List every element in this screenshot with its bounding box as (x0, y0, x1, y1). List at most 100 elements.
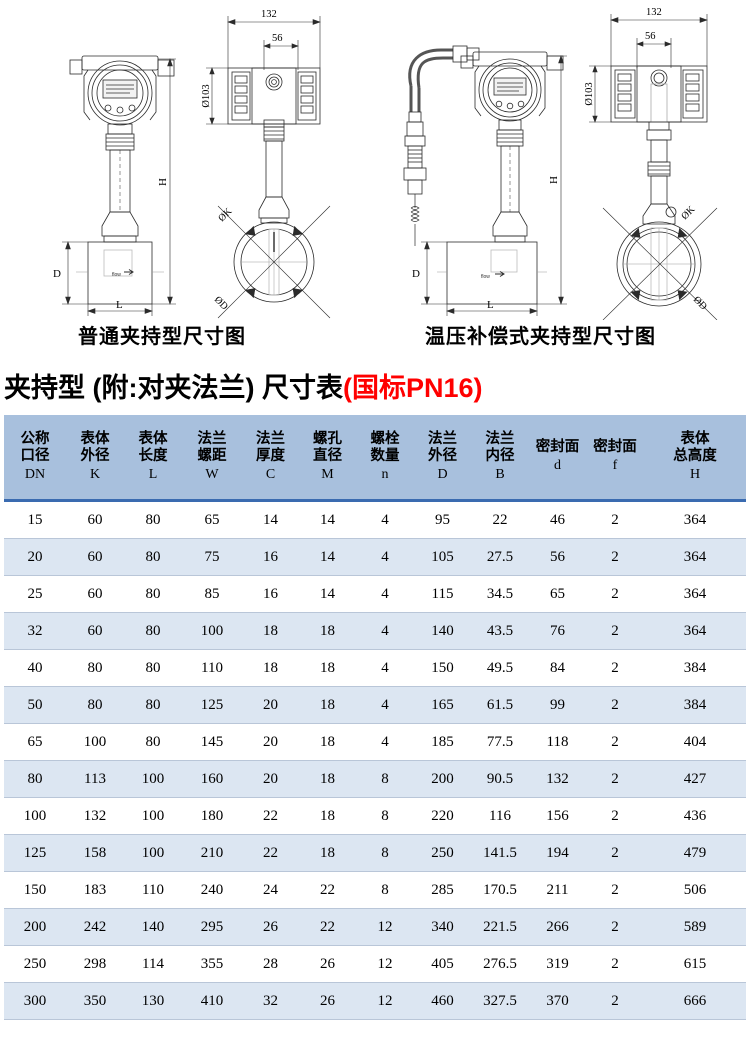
table-cell: 32 (242, 982, 299, 1020)
table-row: 250 298 114 355 28 26 12 405 276.5 319 2 615 (4, 945, 746, 983)
table-cell: 80 (4, 760, 66, 798)
table-cell: 250 (4, 945, 66, 983)
table-cell: 384 (644, 686, 746, 724)
flange-circle-view (233, 221, 315, 303)
table-cell: 32 (4, 612, 66, 650)
col-symbol: D (437, 466, 448, 482)
table-cell: 18 (299, 834, 356, 872)
table-cell: 615 (644, 945, 746, 983)
table-cell: 110 (182, 649, 242, 687)
col-line2: 总高度 (673, 447, 717, 464)
col-header-dn: 公称 口径 DN (4, 415, 66, 502)
col-header-d: 法兰 外径 D (414, 415, 471, 502)
table-cell: 150 (4, 871, 66, 909)
table-cell: 22 (299, 908, 356, 946)
table-cell: 250 (414, 834, 471, 872)
col-symbol: M (321, 466, 334, 482)
meter-neck-side (642, 129, 677, 225)
table-cell: 2 (586, 649, 644, 687)
col-line1: 表体 (80, 430, 110, 447)
col-line1: 螺栓 (370, 430, 400, 447)
dimension-56: 56 (263, 33, 299, 70)
table-cell: 18 (299, 612, 356, 650)
header-row: 公称 口径 DN 表体 外径 K 表体 长度 L 法兰 螺距 W (4, 415, 746, 502)
dimension-L-label: L (487, 299, 494, 311)
table-cell: 18 (299, 760, 356, 798)
dimension-H: H (152, 58, 176, 305)
col-header-b: 法兰 内径 B (471, 415, 529, 502)
table-cell: 2 (586, 871, 644, 909)
table-cell: 158 (66, 834, 124, 872)
table-cell: 140 (124, 908, 182, 946)
table-cell: 43.5 (471, 612, 529, 650)
table-cell: 22 (242, 834, 299, 872)
col-header-seal-f: 密封面 f (586, 415, 644, 502)
flange-circle-view (616, 221, 702, 307)
table-cell: 160 (182, 760, 242, 798)
table-cell: 18 (299, 723, 356, 761)
dimension-132: 132 (610, 7, 708, 66)
table-cell: 80 (124, 723, 182, 761)
table-cell: 170.5 (471, 871, 529, 909)
table-cell: 479 (644, 834, 746, 872)
transmitter-head-front (460, 51, 564, 122)
table-row: 200 242 140 295 26 22 12 340 221.5 266 2 589 (4, 908, 746, 946)
table-row: 50 80 80 125 20 18 4 165 61.5 99 2 384 (4, 686, 746, 724)
table-cell: 2 (586, 797, 644, 835)
table-cell: 2 (586, 834, 644, 872)
table-cell: 61.5 (471, 686, 529, 724)
dimension-L-label: L (116, 299, 123, 311)
table-cell: 113 (66, 760, 124, 798)
table-cell: 14 (242, 500, 299, 539)
col-line2: 长度 (138, 447, 168, 464)
table-cell: 18 (299, 649, 356, 687)
table-cell: 2 (586, 686, 644, 724)
title-main: 夹持型 (附:对夹法兰) 尺寸表 (4, 373, 343, 403)
table-cell: 100 (66, 723, 124, 761)
table-cell: 65 (182, 500, 242, 539)
table-cell: 145 (182, 723, 242, 761)
col-line1: 螺孔 (313, 430, 342, 447)
table-cell: 50 (4, 686, 66, 724)
table-cell: 18 (299, 797, 356, 835)
table-cell: 4 (356, 575, 414, 613)
col-header-seal-d: 密封面 d (529, 415, 586, 502)
table-cell: 298 (66, 945, 124, 983)
col-header-k: 表体 外径 K (66, 415, 124, 502)
col-header-n: 螺栓 数量 n (356, 415, 414, 502)
table-cell: 2 (586, 538, 644, 576)
table-cell: 18 (242, 649, 299, 687)
table-cell: 80 (124, 686, 182, 724)
table-cell: 125 (4, 834, 66, 872)
table-cell: 84 (529, 649, 586, 687)
table-cell: 60 (66, 538, 124, 576)
col-header-h: 表体 总高度 H (644, 415, 746, 502)
dimension-D-label: D (412, 268, 420, 280)
pressure-sensor (403, 121, 427, 246)
table-cell: 130 (124, 982, 182, 1020)
table-cell: 20 (242, 723, 299, 761)
table-cell: 115 (414, 575, 471, 613)
table-cell: 2 (586, 760, 644, 798)
table-cell: 100 (182, 612, 242, 650)
table-cell: 141.5 (471, 834, 529, 872)
dimension-56-label: 56 (645, 31, 656, 42)
table-cell: 364 (644, 612, 746, 650)
table-cell: 105 (414, 538, 471, 576)
col-symbol: K (89, 466, 101, 482)
table-cell: 384 (644, 649, 746, 687)
col-header-w: 法兰 螺距 W (182, 415, 242, 502)
table-cell: 49.5 (471, 649, 529, 687)
table-cell: 2 (586, 575, 644, 613)
table-cell: 156 (529, 797, 586, 835)
flexible-conduit (408, 45, 480, 123)
table-cell: 295 (182, 908, 242, 946)
table-cell: 60 (66, 575, 124, 613)
table-cell: 436 (644, 797, 746, 835)
table-cell: 327.5 (471, 982, 529, 1020)
col-line1: 表体 (138, 430, 168, 447)
dimension-H: H (537, 55, 567, 305)
meter-neck-front (492, 119, 528, 243)
table-cell: 4 (356, 538, 414, 576)
table-cell: 410 (182, 982, 242, 1020)
